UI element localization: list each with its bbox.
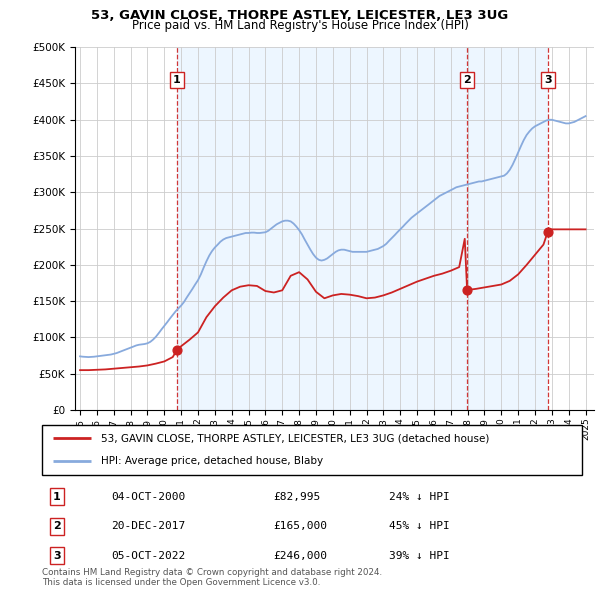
Text: This data is licensed under the Open Government Licence v3.0.: This data is licensed under the Open Gov… [42,578,320,587]
Text: 3: 3 [544,75,551,85]
Text: 2: 2 [53,522,61,531]
Text: 20-DEC-2017: 20-DEC-2017 [111,522,185,531]
Text: 2: 2 [463,75,471,85]
Text: 1: 1 [53,492,61,502]
Text: 04-OCT-2000: 04-OCT-2000 [111,492,185,502]
Text: £165,000: £165,000 [273,522,327,531]
Text: 1: 1 [173,75,181,85]
Text: 05-OCT-2022: 05-OCT-2022 [111,551,185,560]
Text: 24% ↓ HPI: 24% ↓ HPI [389,492,449,502]
Point [543,227,553,236]
Text: £82,995: £82,995 [273,492,320,502]
Text: HPI: Average price, detached house, Blaby: HPI: Average price, detached house, Blab… [101,457,323,467]
Text: 39% ↓ HPI: 39% ↓ HPI [389,551,449,560]
Text: Price paid vs. HM Land Registry's House Price Index (HPI): Price paid vs. HM Land Registry's House … [131,19,469,32]
Text: 45% ↓ HPI: 45% ↓ HPI [389,522,449,531]
Point [463,286,472,295]
Bar [177,47,548,410]
Text: 53, GAVIN CLOSE, THORPE ASTLEY, LEICESTER, LE3 3UG: 53, GAVIN CLOSE, THORPE ASTLEY, LEICESTE… [91,9,509,22]
Text: 53, GAVIN CLOSE, THORPE ASTLEY, LEICESTER, LE3 3UG (detached house): 53, GAVIN CLOSE, THORPE ASTLEY, LEICESTE… [101,433,490,443]
Text: Contains HM Land Registry data © Crown copyright and database right 2024.: Contains HM Land Registry data © Crown c… [42,568,382,577]
Point [172,345,182,355]
Text: 3: 3 [53,551,61,560]
FancyBboxPatch shape [42,425,582,475]
Text: £246,000: £246,000 [273,551,327,560]
